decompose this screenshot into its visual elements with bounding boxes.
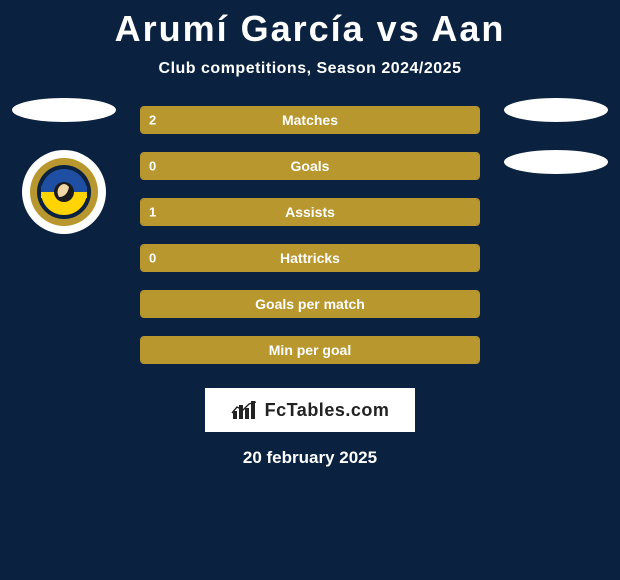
hercules-crest-icon bbox=[29, 157, 99, 227]
stat-bar-assists: 1 Assists bbox=[140, 198, 480, 226]
brand-text: FcTables.com bbox=[265, 400, 390, 421]
subtitle: Club competitions, Season 2024/2025 bbox=[0, 60, 620, 78]
stat-label: Assists bbox=[141, 199, 479, 225]
stat-bar-goals: 0 Goals bbox=[140, 152, 480, 180]
stat-label: Goals per match bbox=[141, 291, 479, 317]
page-title: Arumí García vs Aan bbox=[0, 0, 620, 50]
player-left-column bbox=[8, 98, 120, 234]
player-left-placeholder bbox=[12, 98, 116, 122]
stat-label: Min per goal bbox=[141, 337, 479, 363]
stat-bar-min-per-goal: Min per goal bbox=[140, 336, 480, 364]
stat-label: Hattricks bbox=[141, 245, 479, 271]
stats-bars: 2 Matches 0 Goals 1 Assists 0 Hattricks … bbox=[140, 106, 480, 364]
stat-bar-hattricks: 0 Hattricks bbox=[140, 244, 480, 272]
player-right-placeholder-2 bbox=[504, 150, 608, 174]
stat-label: Matches bbox=[141, 107, 479, 133]
club-logo-left bbox=[22, 150, 106, 234]
snapshot-date: 20 february 2025 bbox=[0, 448, 620, 468]
bar-chart-icon bbox=[231, 399, 259, 421]
stat-bar-goals-per-match: Goals per match bbox=[140, 290, 480, 318]
player-right-column bbox=[500, 98, 612, 202]
player-right-placeholder-1 bbox=[504, 98, 608, 122]
comparison-area: 2 Matches 0 Goals 1 Assists 0 Hattricks … bbox=[0, 106, 620, 364]
brand-badge: FcTables.com bbox=[205, 388, 415, 432]
stat-bar-matches: 2 Matches bbox=[140, 106, 480, 134]
stat-label: Goals bbox=[141, 153, 479, 179]
